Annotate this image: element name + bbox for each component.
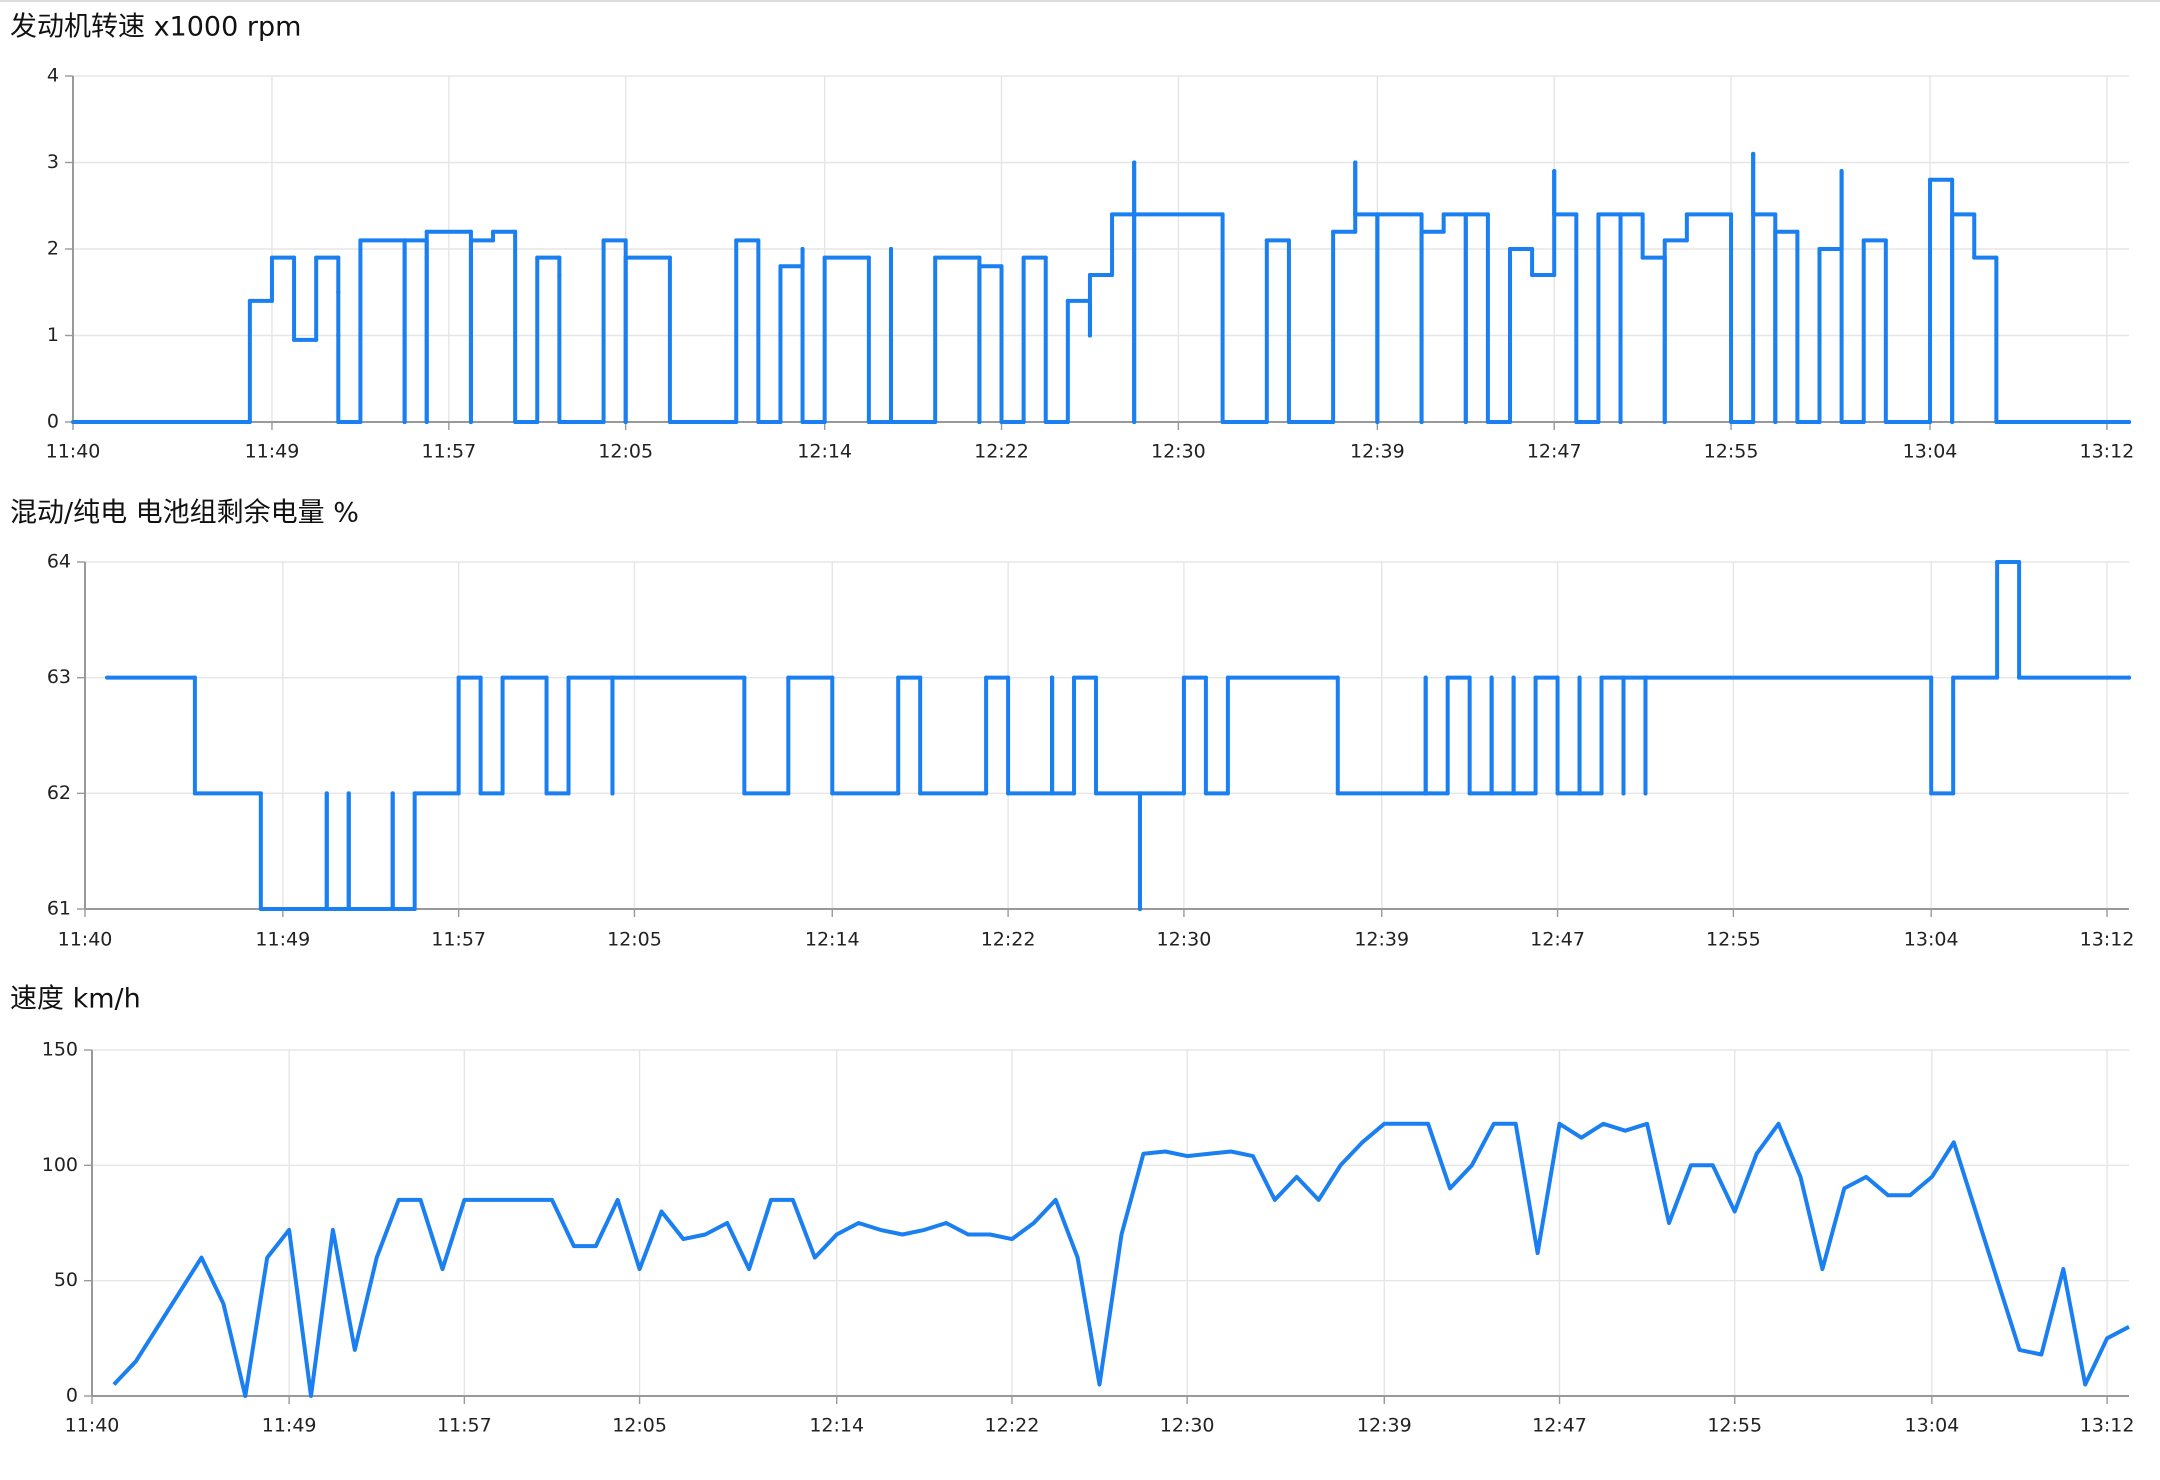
x-tick-label: 12:39 (1354, 929, 1409, 951)
y-tick-label: 0 (66, 1385, 78, 1407)
x-tick-label: 13:12 (2080, 441, 2135, 463)
chart-title: 混动/纯电 电池组剩余电量 % (10, 498, 359, 529)
x-tick-label: 13:12 (2080, 929, 2135, 951)
x-tick-label: 12:30 (1160, 1415, 1215, 1437)
x-tick-label: 12:30 (1151, 441, 1206, 463)
x-tick-label: 12:05 (612, 1415, 667, 1437)
x-tick-label: 12:55 (1707, 1415, 1762, 1437)
y-tick-label: 2 (47, 238, 59, 260)
x-tick-label: 12:47 (1527, 441, 1582, 463)
y-tick-label: 64 (47, 551, 71, 573)
x-tick-label: 12:39 (1357, 1415, 1412, 1437)
y-tick-label: 50 (54, 1269, 78, 1291)
x-tick-label: 12:55 (1704, 441, 1759, 463)
x-tick-label: 11:40 (65, 1415, 120, 1437)
y-tick-label: 61 (47, 898, 71, 920)
x-tick-label: 11:40 (58, 929, 113, 951)
x-tick-label: 11:49 (262, 1415, 317, 1437)
y-tick-label: 100 (42, 1154, 78, 1176)
y-tick-label: 0 (47, 411, 59, 433)
x-tick-label: 12:30 (1157, 929, 1212, 951)
y-tick-label: 63 (47, 666, 71, 688)
x-tick-label: 13:12 (2080, 1415, 2135, 1437)
x-tick-label: 12:14 (809, 1415, 864, 1437)
x-tick-label: 12:55 (1706, 929, 1761, 951)
y-tick-label: 4 (47, 65, 59, 87)
x-tick-label: 11:40 (46, 441, 101, 463)
chart-title: 发动机转速 x1000 rpm (10, 12, 301, 43)
x-tick-label: 12:47 (1532, 1415, 1587, 1437)
x-tick-label: 13:04 (1904, 929, 1959, 951)
x-tick-label: 12:05 (607, 929, 662, 951)
x-tick-label: 12:22 (974, 441, 1029, 463)
chart-title: 速度 km/h (10, 984, 141, 1015)
x-tick-label: 11:57 (421, 441, 476, 463)
x-tick-label: 11:57 (431, 929, 486, 951)
x-tick-label: 12:47 (1530, 929, 1585, 951)
x-tick-label: 12:22 (985, 1415, 1040, 1437)
y-tick-label: 150 (42, 1039, 78, 1061)
x-tick-label: 12:22 (981, 929, 1036, 951)
x-tick-label: 11:57 (437, 1415, 492, 1437)
x-tick-label: 13:04 (1903, 441, 1958, 463)
x-tick-label: 12:39 (1350, 441, 1405, 463)
x-tick-label: 11:49 (255, 929, 310, 951)
x-tick-label: 13:04 (1904, 1415, 1959, 1437)
x-tick-label: 12:14 (797, 441, 852, 463)
y-tick-label: 1 (47, 324, 59, 346)
data-line (112, 1121, 2130, 1398)
x-tick-label: 12:14 (805, 929, 860, 951)
x-tick-label: 12:05 (598, 441, 653, 463)
y-tick-label: 62 (47, 782, 71, 804)
x-tick-label: 11:49 (245, 441, 300, 463)
y-tick-label: 3 (47, 151, 59, 173)
